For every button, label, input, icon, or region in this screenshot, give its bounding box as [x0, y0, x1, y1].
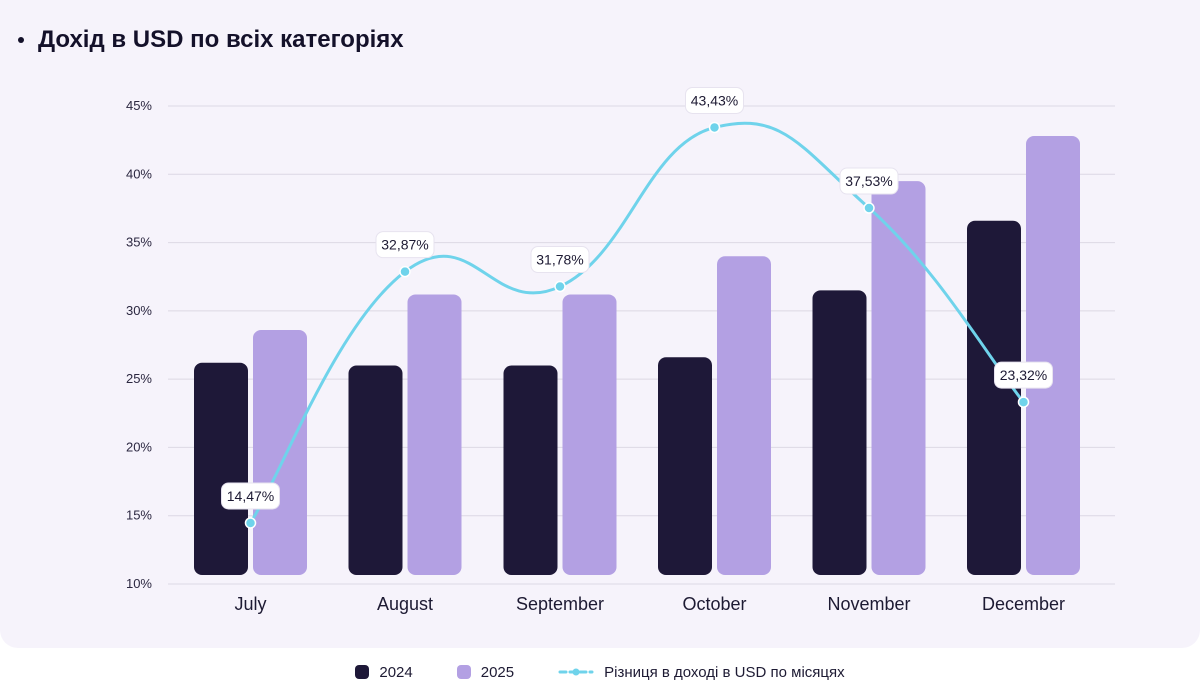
difference-label-box: [685, 86, 744, 114]
legend-label-difference: Різниця в доході в USD по місяцях: [604, 663, 845, 681]
difference-line: [249, 121, 1025, 525]
difference-label: 14,47%: [227, 488, 274, 504]
y-tick-label: 10%: [126, 576, 152, 591]
difference-point: [399, 265, 411, 278]
chart-title-row: Дохід в USD по всіх категоріях: [18, 26, 404, 54]
legend-item-2025: 2025: [456, 663, 515, 681]
bar-2024: [194, 362, 248, 575]
legend-label-2025: 2025: [480, 663, 515, 681]
difference-label-box: [839, 167, 899, 195]
x-tick-label: December: [982, 594, 1065, 614]
difference-label-box: [530, 246, 590, 274]
bar-2025: [253, 329, 307, 575]
difference-label: 32,87%: [381, 237, 428, 253]
y-tick-label: 40%: [126, 166, 152, 181]
x-tick-label: November: [827, 594, 910, 614]
x-tick-label: July: [234, 594, 266, 614]
y-tick-label: 30%: [126, 303, 152, 318]
difference-point: [708, 121, 721, 134]
y-tick-label: 35%: [126, 235, 152, 250]
chart-card: Дохід в USD по всіх категоріях 10% 15% 20%…: [0, 0, 1200, 648]
bar-2025: [717, 256, 771, 575]
x-tick-label: October: [682, 594, 746, 614]
difference-point: [1017, 396, 1030, 408]
x-tick-label: August: [377, 594, 433, 614]
chart-title: Дохід в USD по всіх категоріях: [38, 26, 404, 53]
legend-label-2024: 2024: [379, 663, 413, 681]
difference-label-box: [221, 482, 280, 510]
difference-label: 31,78%: [536, 252, 583, 268]
difference-label-box: [994, 361, 1053, 389]
bar-2025: [871, 181, 926, 575]
revenue-chart: 10% 15% 20% 25% 30% 35% 40% 45% July August Septem…: [126, 86, 1115, 614]
legend-line-icon: [558, 666, 594, 678]
bar-2025: [1026, 136, 1080, 575]
y-tick-label: 45%: [126, 98, 152, 113]
bar-2024: [658, 357, 712, 575]
bar-2025: [407, 294, 462, 575]
bar-2025: [562, 294, 617, 575]
difference-label: 23,32%: [1000, 367, 1047, 383]
difference-label: 37,53%: [845, 173, 892, 189]
difference-point: [554, 280, 566, 293]
legend-swatch-2024: [355, 665, 370, 679]
y-tick-label: 15%: [126, 508, 152, 523]
legend-swatch-2025: [456, 665, 471, 679]
difference-label: 43,43%: [691, 92, 738, 108]
bullet-icon: [18, 37, 24, 43]
bar-2024: [967, 220, 1021, 575]
legend-item-2024: 2024: [355, 663, 413, 681]
chart-legend: 2024 2025 Різниця в доході в USD по міся…: [0, 648, 1200, 696]
difference-point: [244, 517, 257, 529]
y-tick-label: 20%: [126, 439, 152, 454]
difference-point: [863, 202, 875, 214]
bar-2024: [503, 365, 558, 575]
bar-2024: [812, 290, 867, 575]
y-tick-label: 25%: [126, 371, 152, 386]
bar-2024: [348, 365, 403, 575]
legend-item-difference: Різниця в доході в USD по місяцях: [558, 664, 845, 681]
x-tick-label: September: [516, 594, 604, 614]
difference-label-box: [375, 231, 435, 259]
